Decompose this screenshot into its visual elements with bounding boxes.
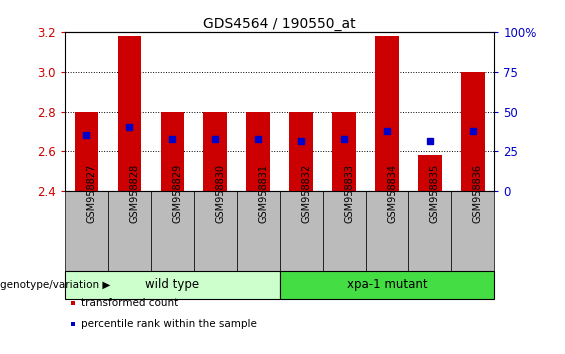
Text: percentile rank within the sample: percentile rank within the sample bbox=[81, 319, 257, 329]
Bar bbox=[160, 112, 184, 191]
Bar bbox=[451, 191, 494, 271]
Text: GSM958829: GSM958829 bbox=[172, 164, 182, 223]
Bar bbox=[375, 36, 399, 191]
Bar bbox=[289, 112, 313, 191]
Text: GSM958831: GSM958831 bbox=[258, 164, 268, 223]
Bar bbox=[461, 72, 485, 191]
Bar bbox=[418, 155, 442, 191]
Text: GSM958833: GSM958833 bbox=[344, 164, 354, 223]
Text: wild type: wild type bbox=[145, 279, 199, 291]
Bar bbox=[194, 191, 237, 271]
Bar bbox=[65, 271, 280, 299]
Bar bbox=[118, 36, 141, 191]
Title: GDS4564 / 190550_at: GDS4564 / 190550_at bbox=[203, 17, 356, 31]
Bar bbox=[332, 112, 356, 191]
Text: GSM958832: GSM958832 bbox=[301, 164, 311, 223]
Bar bbox=[237, 191, 280, 271]
Text: GSM958834: GSM958834 bbox=[387, 164, 397, 223]
Text: transformed count: transformed count bbox=[81, 298, 178, 308]
Bar bbox=[246, 112, 270, 191]
Bar bbox=[203, 112, 227, 191]
Bar bbox=[280, 271, 494, 299]
Text: GSM958827: GSM958827 bbox=[86, 164, 97, 223]
Bar bbox=[108, 191, 151, 271]
Text: GSM958836: GSM958836 bbox=[473, 164, 483, 223]
Text: GSM958828: GSM958828 bbox=[129, 164, 140, 223]
Bar bbox=[366, 191, 408, 271]
Text: xpa-1 mutant: xpa-1 mutant bbox=[347, 279, 427, 291]
Bar bbox=[75, 112, 98, 191]
Bar bbox=[151, 191, 194, 271]
Text: genotype/variation ▶: genotype/variation ▶ bbox=[0, 280, 110, 290]
Bar bbox=[65, 191, 108, 271]
Bar bbox=[280, 191, 323, 271]
Bar bbox=[408, 191, 451, 271]
Text: GSM958835: GSM958835 bbox=[430, 164, 440, 223]
Text: GSM958830: GSM958830 bbox=[215, 164, 225, 223]
Bar bbox=[323, 191, 366, 271]
